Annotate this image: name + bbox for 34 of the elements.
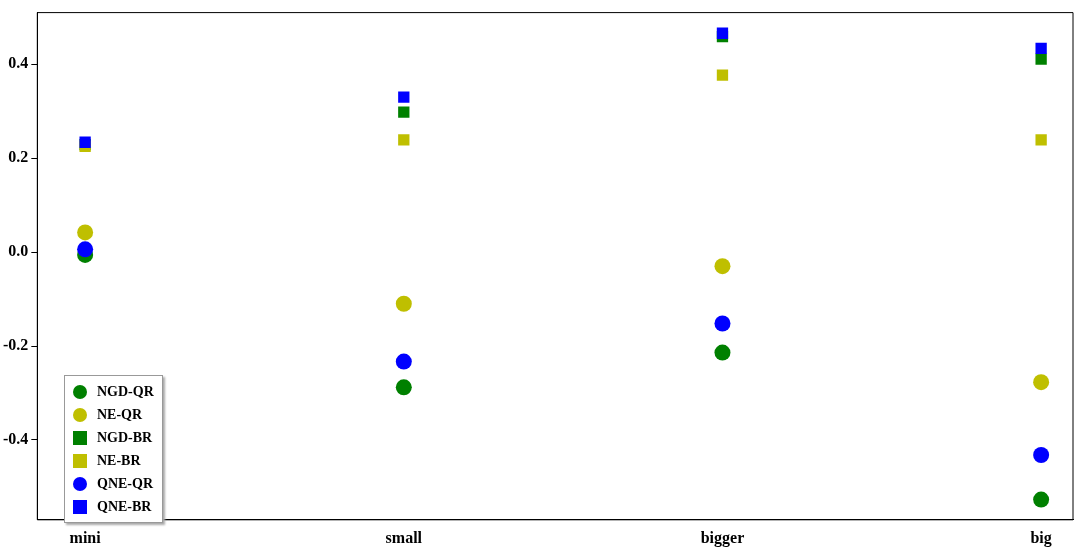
point: [714, 258, 731, 275]
point: [1035, 42, 1047, 54]
legend-label: NGD-QR: [97, 383, 154, 400]
point: [395, 295, 412, 312]
legend-label: NE-BR: [97, 452, 141, 469]
point: [1035, 53, 1047, 65]
point: [77, 241, 94, 258]
point: [398, 91, 410, 103]
y-tick-label: 0.4: [8, 54, 29, 72]
y-tick-label: -0.4: [3, 430, 29, 448]
y-tick-label: -0.2: [3, 336, 29, 354]
point: [1033, 374, 1050, 391]
x-tick-label: mini: [69, 528, 102, 546]
point: [716, 27, 729, 39]
point: [1033, 491, 1050, 508]
point: [1035, 134, 1047, 146]
point: [395, 353, 412, 370]
x-tick-label: small: [385, 528, 423, 546]
point: [77, 224, 94, 241]
legend-label: QNE-BR: [97, 498, 152, 515]
point: [714, 315, 731, 332]
x-tick-label: bigger: [700, 528, 745, 547]
x-tick-label: big: [1030, 528, 1052, 547]
legend-label: NE-QR: [97, 406, 143, 423]
point: [398, 106, 410, 118]
point: [716, 69, 729, 81]
point: [1033, 446, 1050, 463]
legend-label: QNE-QR: [97, 475, 153, 492]
y-tick-label: 0.2: [8, 148, 29, 166]
legend-label: NGD-BR: [97, 429, 153, 446]
point: [398, 134, 410, 146]
point: [395, 379, 412, 396]
point: [714, 344, 731, 361]
y-tick-label: 0.0: [8, 242, 29, 260]
